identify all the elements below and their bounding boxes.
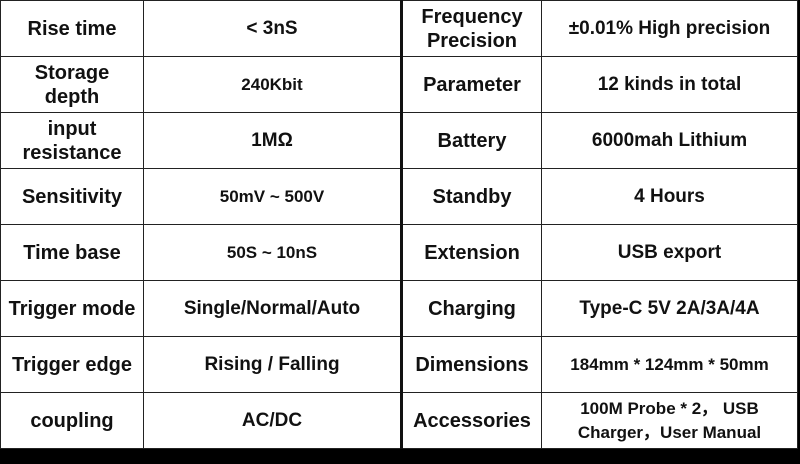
spec-value: < 3nS — [143, 0, 403, 57]
spec-label: Dimensions — [401, 336, 542, 393]
spec-label: Parameter — [401, 56, 542, 113]
spec-row: coupling AC/DC Accessories 100M Probe * 2， … — [0, 392, 798, 449]
spec-value: 12 kinds in total — [541, 56, 798, 113]
spec-value: Type-C 5V 2A/3A/4A — [541, 280, 798, 337]
spec-value: USB export — [541, 224, 798, 281]
spec-label: coupling — [0, 392, 144, 449]
spec-value: 50S ~ 10nS — [143, 224, 403, 281]
spec-label: input resistance — [0, 112, 144, 169]
spec-value: 6000mah Lithium — [541, 112, 798, 169]
spec-value: 100M Probe * 2， USB Charger，User Manual — [541, 392, 798, 449]
spec-label: Trigger edge — [0, 336, 144, 393]
spec-table: Rise time < 3nS Frequency Precision ±0.01% … — [0, 0, 798, 449]
spec-label: Sensitivity — [0, 168, 144, 225]
spec-label: Trigger mode — [0, 280, 144, 337]
spec-value: Rising / Falling — [143, 336, 403, 393]
spec-label: Frequency Precision — [401, 0, 542, 57]
spec-row: Storage depth 240Kbit Parameter 12 kinds in… — [0, 56, 798, 113]
spec-label: Battery — [401, 112, 542, 169]
spec-label: Accessories — [401, 392, 542, 449]
spec-row: Trigger mode Single/Normal/Auto Charging Ty… — [0, 280, 798, 337]
spec-label: Extension — [401, 224, 542, 281]
spec-label: Time base — [0, 224, 144, 281]
spec-row: Rise time < 3nS Frequency Precision ±0.01% … — [0, 0, 798, 57]
spec-row: Trigger edge Rising / Falling Dimensions 18… — [0, 336, 798, 393]
spec-row: Time base 50S ~ 10nS Extension USB export — [0, 224, 798, 281]
spec-label: Rise time — [0, 0, 144, 57]
spec-row: input resistance 1MΩ Battery 6000mah Lithiu… — [0, 112, 798, 169]
spec-row: Sensitivity 50mV ~ 500V Standby 4 Hours — [0, 168, 798, 225]
spec-label: Charging — [401, 280, 542, 337]
spec-value: 50mV ~ 500V — [143, 168, 403, 225]
spec-label: Standby — [401, 168, 542, 225]
spec-value: 240Kbit — [143, 56, 403, 113]
spec-value: 1MΩ — [143, 112, 403, 169]
spec-label: Storage depth — [0, 56, 144, 113]
spec-value: AC/DC — [143, 392, 403, 449]
spec-value: 184mm * 124mm * 50mm — [541, 336, 798, 393]
spec-value: Single/Normal/Auto — [143, 280, 403, 337]
spec-value: ±0.01% High precision — [541, 0, 798, 57]
spec-value: 4 Hours — [541, 168, 798, 225]
